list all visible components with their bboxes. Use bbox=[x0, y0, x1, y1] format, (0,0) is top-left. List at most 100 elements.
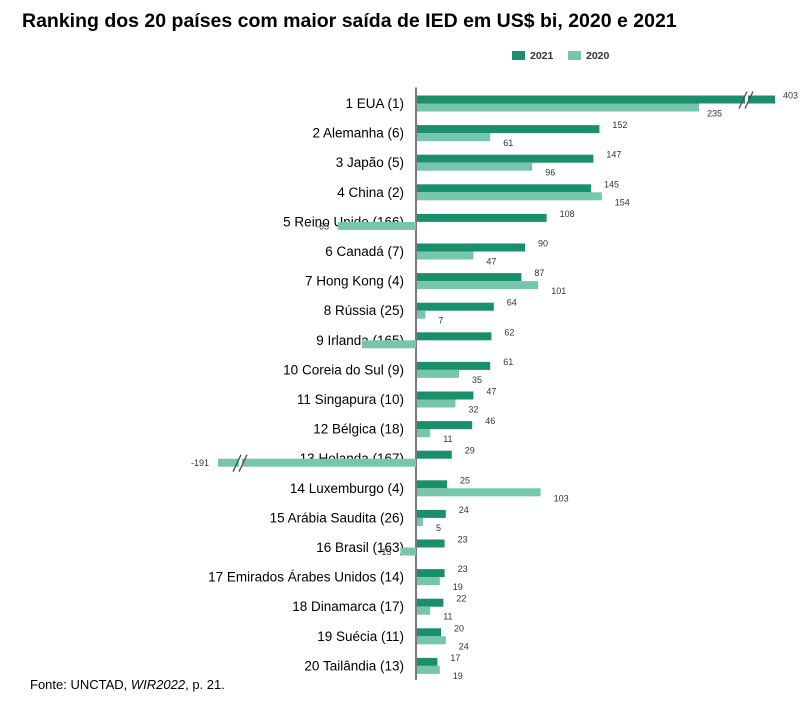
axis-break-holanda-2020 bbox=[232, 454, 248, 472]
axis-break-eua-2021 bbox=[738, 91, 754, 109]
bar-2021-9 bbox=[417, 332, 492, 341]
data-label-2020-20: 19 bbox=[453, 671, 463, 681]
data-label-2020-19: 24 bbox=[459, 641, 469, 651]
bar-2021-4 bbox=[417, 184, 591, 193]
bar-2020-18 bbox=[417, 606, 431, 615]
bar-2021-7 bbox=[417, 273, 522, 282]
bar-2021-13 bbox=[417, 450, 452, 459]
category-label: 7 Hong Kong (4) bbox=[305, 274, 404, 289]
bar-2021-16 bbox=[417, 539, 445, 548]
bar-2020-20 bbox=[417, 665, 440, 674]
data-label-2021-10: 61 bbox=[503, 357, 513, 367]
bar-2020-10 bbox=[417, 369, 459, 378]
data-label-2020-17: 19 bbox=[453, 582, 463, 592]
data-label-2020-4: 154 bbox=[615, 197, 630, 207]
data-label-2021-1: 403 bbox=[783, 91, 798, 101]
data-label-2020-11: 32 bbox=[468, 405, 478, 415]
category-label: 3 Japão (5) bbox=[336, 155, 404, 170]
category-label: 12 Bélgica (18) bbox=[313, 422, 404, 437]
category-label: 6 Canadá (7) bbox=[325, 244, 404, 259]
bar-2021-15 bbox=[417, 509, 446, 518]
bar-2021-3 bbox=[417, 154, 594, 163]
data-label-2021-17: 23 bbox=[458, 564, 468, 574]
legend-item-2021: 2021 bbox=[512, 50, 553, 62]
data-label-2020-16: -13 bbox=[378, 547, 391, 557]
bar-2020-6 bbox=[417, 251, 474, 260]
legend-label-2021: 2021 bbox=[530, 50, 554, 62]
legend-label-2020: 2020 bbox=[586, 50, 610, 62]
data-label-2021-13: 29 bbox=[465, 446, 475, 456]
category-label: 19 Suécia (11) bbox=[317, 629, 404, 644]
data-label-2021-12: 46 bbox=[485, 416, 495, 426]
bar-2021-11 bbox=[417, 391, 474, 400]
data-label-2021-8: 64 bbox=[507, 298, 517, 308]
data-label-2021-3: 147 bbox=[606, 150, 621, 160]
data-label-2021-2: 152 bbox=[612, 120, 627, 130]
data-label-2020-12: 11 bbox=[443, 434, 452, 444]
bar-2020-19 bbox=[417, 636, 446, 645]
bar-2020-2 bbox=[417, 133, 491, 142]
chart-title: Ranking dos 20 países com maior saída de… bbox=[22, 10, 677, 32]
axis-break-gap bbox=[239, 456, 242, 471]
bar-2020-4 bbox=[417, 192, 602, 201]
bar-2021-12 bbox=[417, 421, 473, 430]
category-label: 14 Luxemburgo (4) bbox=[290, 481, 404, 496]
data-label-2021-6: 90 bbox=[538, 239, 548, 249]
category-label: 2 Alemanha (6) bbox=[312, 126, 404, 141]
data-label-2020-2: 61 bbox=[503, 138, 513, 148]
bar-2021-8 bbox=[417, 302, 494, 311]
bar-2020-11 bbox=[417, 399, 456, 408]
bar-2021-6 bbox=[417, 243, 525, 252]
source-suffix: , p. 21. bbox=[185, 677, 225, 692]
source-note: Fonte: UNCTAD, WIR2022, p. 21. bbox=[30, 677, 225, 692]
data-label-2020-7: 101 bbox=[551, 286, 566, 296]
category-label: 20 Tailândia (13) bbox=[304, 658, 404, 673]
bar-2020-16 bbox=[400, 547, 416, 556]
data-label-2021-14: 25 bbox=[460, 475, 470, 485]
data-label-2020-1: 235 bbox=[707, 109, 722, 119]
bar-2020-8 bbox=[417, 310, 426, 319]
data-label-2021-20: 17 bbox=[450, 653, 460, 663]
data-label-2021-16: 23 bbox=[458, 535, 468, 545]
category-label: 10 Coreia do Sul (9) bbox=[283, 362, 404, 377]
bar-2020-14 bbox=[417, 488, 541, 497]
legend-item-2020: 2020 bbox=[568, 50, 609, 62]
source-prefix: Fonte: UNCTAD, bbox=[30, 677, 131, 692]
bar-2021-1 bbox=[417, 95, 775, 104]
axis-break-stroke bbox=[738, 91, 748, 109]
axis-break-gap bbox=[745, 93, 748, 108]
bar-2020-3 bbox=[417, 162, 533, 171]
bar-2020-13 bbox=[218, 458, 416, 467]
data-label-2021-5: 108 bbox=[560, 209, 575, 219]
data-label-2020-3: 96 bbox=[545, 168, 555, 178]
data-label-2020-5: -65 bbox=[316, 221, 329, 231]
bar-2021-2 bbox=[417, 125, 600, 134]
bar-2021-19 bbox=[417, 628, 441, 637]
bar-2021-18 bbox=[417, 598, 444, 607]
axis-break-stroke bbox=[744, 91, 754, 109]
axis-break-stroke bbox=[232, 454, 242, 472]
bar-2020-9 bbox=[362, 340, 416, 349]
category-label: 8 Rússia (25) bbox=[324, 303, 404, 318]
data-label-2020-8: 7 bbox=[438, 316, 443, 326]
source-publication: WIR2022 bbox=[130, 677, 186, 692]
category-label: 11 Singapura (10) bbox=[297, 392, 404, 407]
category-label: 16 Brasil (163) bbox=[316, 540, 404, 555]
data-label-2021-4: 145 bbox=[604, 179, 619, 189]
category-label: 4 China (2) bbox=[337, 185, 404, 200]
legend-swatch-2021 bbox=[512, 51, 525, 60]
category-label: 17 Emirados Árabes Unidos (14) bbox=[208, 570, 404, 585]
data-label-2021-7: 87 bbox=[534, 268, 544, 278]
bar-2021-14 bbox=[417, 480, 447, 489]
bar-2020-12 bbox=[417, 429, 431, 438]
data-label-2020-18: 11 bbox=[443, 612, 452, 622]
bar-2021-5 bbox=[417, 213, 547, 222]
bar-2021-10 bbox=[417, 361, 491, 370]
data-label-2021-18: 22 bbox=[456, 594, 466, 604]
data-label-2021-11: 47 bbox=[486, 387, 496, 397]
legend-swatch-2020 bbox=[568, 51, 581, 60]
data-label-2020-13: -191 bbox=[191, 458, 209, 468]
bar-2020-15 bbox=[417, 517, 423, 526]
data-label-2020-15: 5 bbox=[436, 523, 441, 533]
